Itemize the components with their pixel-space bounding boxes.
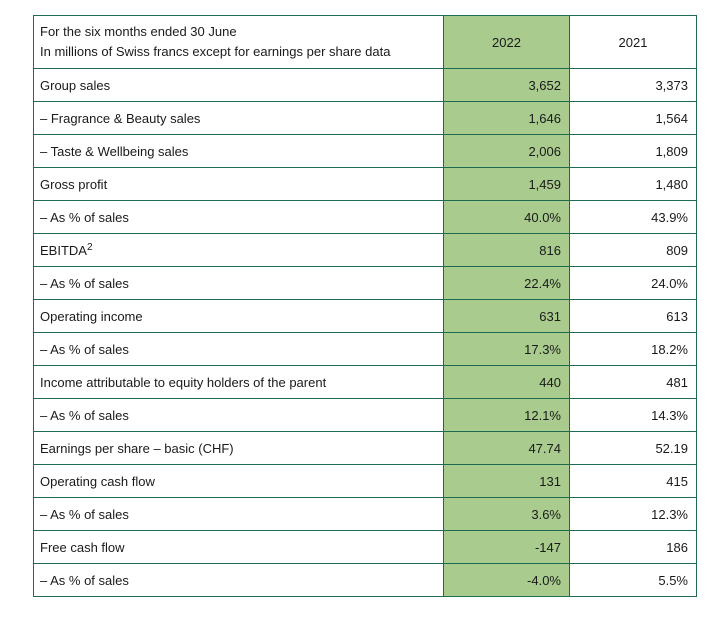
row-label: Income attributable to equity holders of…	[40, 374, 327, 390]
value-2022-cell: 1,459	[443, 167, 570, 201]
financial-summary-table-container: For the six months ended 30 June In mill…	[33, 15, 697, 597]
value-2022-cell: 131	[443, 464, 570, 498]
table-row: Free cash flow -147 186	[33, 530, 697, 564]
row-label: – As % of sales	[40, 275, 129, 291]
row-label: Earnings per share – basic (CHF)	[40, 440, 234, 456]
row-label-cell: Group sales	[33, 68, 444, 102]
row-label-cell: Operating cash flow	[33, 464, 444, 498]
value-2021-cell: 1,564	[569, 101, 697, 135]
table-row: – As % of sales 3.6% 12.3%	[33, 497, 697, 531]
value-2021-cell: 3,373	[569, 68, 697, 102]
table-header-row: For the six months ended 30 June In mill…	[33, 15, 697, 69]
row-label: EBITDA	[40, 243, 87, 258]
header-period-text: For the six months ended 30 June	[40, 24, 237, 39]
row-label: Gross profit	[40, 176, 108, 192]
header-description-cell: For the six months ended 30 June In mill…	[33, 15, 444, 69]
value-2022-cell: 440	[443, 365, 570, 399]
row-label-cell: – As % of sales	[33, 563, 444, 597]
table-row: – As % of sales -4.0% 5.5%	[33, 563, 697, 597]
table-row: Earnings per share – basic (CHF) 47.74 52.…	[33, 431, 697, 465]
value-2022-cell: 1,646	[443, 101, 570, 135]
row-label: Group sales	[40, 77, 111, 93]
row-label: Operating income	[40, 308, 143, 324]
row-label: – Taste & Wellbeing sales	[40, 143, 189, 159]
row-label-cell: – As % of sales	[33, 332, 444, 366]
value-2021-cell: 12.3%	[569, 497, 697, 531]
table-row: Gross profit 1,459 1,480	[33, 167, 697, 201]
value-2022-cell: -147	[443, 530, 570, 564]
row-label-cell: – As % of sales	[33, 200, 444, 234]
row-label-cell: EBITDA2	[33, 233, 444, 267]
row-label: – As % of sales	[40, 506, 129, 522]
table-row: – As % of sales 40.0% 43.9%	[33, 200, 697, 234]
row-label-cell: Free cash flow	[33, 530, 444, 564]
value-2021-cell: 809	[569, 233, 697, 267]
value-2021-cell: 415	[569, 464, 697, 498]
value-2021-cell: 24.0%	[569, 266, 697, 300]
value-2022-cell: 47.74	[443, 431, 570, 465]
header-year-2021: 2021	[569, 15, 697, 69]
table-row: Group sales 3,652 3,373	[33, 68, 697, 102]
value-2021-cell: 1,480	[569, 167, 697, 201]
table-row: EBITDA2 816 809	[33, 233, 697, 267]
row-label-cell: – Fragrance & Beauty sales	[33, 101, 444, 135]
value-2021-cell: 186	[569, 530, 697, 564]
row-label-cell: – Taste & Wellbeing sales	[33, 134, 444, 168]
table-body: For the six months ended 30 June In mill…	[33, 15, 697, 597]
table-row: – As % of sales 22.4% 24.0%	[33, 266, 697, 300]
row-label-cell: Earnings per share – basic (CHF)	[33, 431, 444, 465]
value-2021-cell: 18.2%	[569, 332, 697, 366]
table-row: – As % of sales 17.3% 18.2%	[33, 332, 697, 366]
row-label: – As % of sales	[40, 572, 129, 588]
row-label: Free cash flow	[40, 539, 125, 555]
table-row: – Fragrance & Beauty sales 1,646 1,564	[33, 101, 697, 135]
value-2022-cell: 3.6%	[443, 497, 570, 531]
table-row: Operating cash flow 131 415	[33, 464, 697, 498]
table-row: Income attributable to equity holders of…	[33, 365, 697, 399]
value-2022-cell: 816	[443, 233, 570, 267]
footnote-marker: 2	[86, 242, 93, 253]
row-label-cell: Operating income	[33, 299, 444, 333]
value-2021-cell: 14.3%	[569, 398, 697, 432]
row-label-cell: Income attributable to equity holders of…	[33, 365, 444, 399]
value-2022-cell: 2,006	[443, 134, 570, 168]
row-label: – As % of sales	[40, 407, 129, 423]
value-2022-cell: 17.3%	[443, 332, 570, 366]
row-label-cell: – As % of sales	[33, 497, 444, 531]
value-2022-cell: 3,652	[443, 68, 570, 102]
value-2022-cell: 40.0%	[443, 200, 570, 234]
row-label: – As % of sales	[40, 209, 129, 225]
row-label-cell: Gross profit	[33, 167, 444, 201]
table-row: – As % of sales 12.1% 14.3%	[33, 398, 697, 432]
value-2021-cell: 43.9%	[569, 200, 697, 234]
value-2022-cell: 22.4%	[443, 266, 570, 300]
row-label-cell: – As % of sales	[33, 266, 444, 300]
table-row: Operating income 631 613	[33, 299, 697, 333]
header-year-2022: 2022	[443, 15, 570, 69]
value-2021-cell: 613	[569, 299, 697, 333]
value-2021-cell: 481	[569, 365, 697, 399]
value-2021-cell: 52.19	[569, 431, 697, 465]
header-units-text: In millions of Swiss francs except for e…	[40, 44, 391, 59]
row-label: Operating cash flow	[40, 473, 155, 489]
financial-summary-table: For the six months ended 30 June In mill…	[33, 15, 697, 597]
row-label: – As % of sales	[40, 341, 129, 357]
value-2021-cell: 5.5%	[569, 563, 697, 597]
value-2022-cell: 12.1%	[443, 398, 570, 432]
value-2021-cell: 1,809	[569, 134, 697, 168]
value-2022-cell: -4.0%	[443, 563, 570, 597]
row-label: – Fragrance & Beauty sales	[40, 110, 201, 126]
table-row: – Taste & Wellbeing sales 2,006 1,809	[33, 134, 697, 168]
value-2022-cell: 631	[443, 299, 570, 333]
row-label-cell: – As % of sales	[33, 398, 444, 432]
